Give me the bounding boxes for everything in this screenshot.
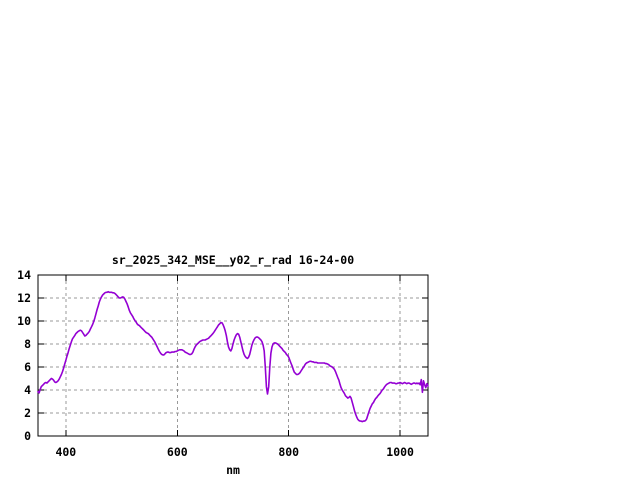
- plot-frame: [37, 274, 429, 437]
- y-tick-label: 0: [24, 429, 31, 443]
- y-tick-label: 4: [24, 383, 31, 397]
- y-tick-label: 2: [24, 406, 31, 420]
- spectrum-curve: [37, 290, 429, 423]
- chart-title: sr_2025_342_MSE__y02_r_rad 16-24-00: [112, 253, 354, 268]
- y-tick-label: 8: [24, 337, 31, 351]
- x-tick-label: 400: [55, 445, 76, 459]
- y-tick-label: 6: [24, 360, 31, 374]
- x-tick-label: 1000: [386, 445, 414, 459]
- y-tick-label: 10: [17, 314, 31, 328]
- x-tick-label: 800: [278, 445, 299, 459]
- y-tick-label: 14: [17, 268, 31, 282]
- x-axis-label: nm: [226, 463, 240, 477]
- x-tick-label: 600: [167, 445, 188, 459]
- y-tick-label: 12: [17, 291, 31, 305]
